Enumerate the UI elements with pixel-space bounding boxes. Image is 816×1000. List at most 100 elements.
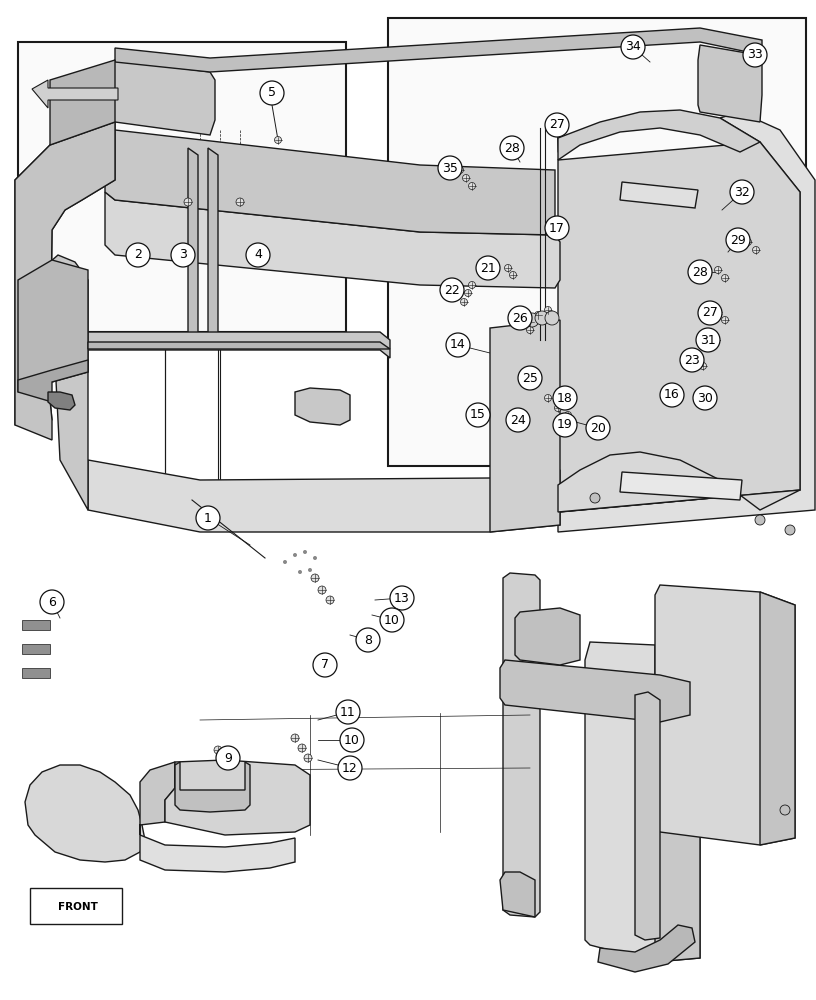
Polygon shape [698,45,762,122]
Circle shape [291,734,299,742]
Circle shape [696,328,720,352]
Circle shape [460,298,468,306]
Polygon shape [500,872,535,917]
Text: 5: 5 [268,87,276,100]
Polygon shape [655,585,795,845]
Circle shape [40,590,64,614]
Circle shape [752,246,760,253]
Circle shape [664,388,672,395]
Circle shape [545,113,569,137]
Circle shape [446,333,470,357]
Polygon shape [558,110,760,160]
Circle shape [544,394,552,401]
Circle shape [743,43,767,67]
Circle shape [293,553,297,557]
Circle shape [590,493,600,503]
Text: 27: 27 [549,118,565,131]
Text: 19: 19 [557,418,573,432]
Circle shape [338,756,362,780]
Circle shape [380,608,404,632]
Circle shape [688,260,712,284]
Circle shape [214,746,222,754]
Circle shape [730,180,754,204]
Polygon shape [208,148,218,340]
Circle shape [715,308,721,316]
Polygon shape [620,182,698,208]
Text: 1: 1 [204,512,212,524]
Circle shape [236,198,244,206]
Text: 3: 3 [179,248,187,261]
Polygon shape [115,28,762,72]
Text: 31: 31 [700,334,716,347]
Text: 14: 14 [450,338,466,352]
Circle shape [534,312,542,318]
Circle shape [526,318,534,326]
Circle shape [303,550,307,554]
Circle shape [274,136,282,143]
Circle shape [535,311,549,325]
Circle shape [298,570,302,574]
Circle shape [715,266,721,273]
Text: 28: 28 [692,265,708,278]
Circle shape [216,746,240,770]
Circle shape [246,243,270,267]
Text: 29: 29 [730,233,746,246]
Circle shape [356,628,380,652]
Circle shape [691,355,698,361]
Text: 7: 7 [321,658,329,672]
Polygon shape [15,122,115,425]
Circle shape [698,301,722,325]
Circle shape [438,156,462,180]
Circle shape [680,348,704,372]
Text: FRONT: FRONT [58,902,98,912]
Circle shape [476,256,500,280]
Polygon shape [18,360,88,402]
Polygon shape [558,112,815,532]
Circle shape [468,182,476,190]
Text: 34: 34 [625,40,641,53]
Text: 20: 20 [590,422,606,434]
Text: 9: 9 [224,752,232,764]
Polygon shape [140,835,295,872]
Polygon shape [558,142,800,512]
Text: 13: 13 [394,591,410,604]
Circle shape [518,366,542,390]
Text: 12: 12 [342,762,358,774]
Text: 26: 26 [512,312,528,324]
Polygon shape [188,148,198,340]
Circle shape [468,282,476,288]
Circle shape [553,386,577,410]
Polygon shape [558,452,800,512]
Circle shape [545,311,559,325]
Circle shape [660,383,684,407]
Circle shape [545,216,569,240]
Circle shape [672,396,680,403]
Circle shape [699,362,707,369]
Bar [388,18,806,466]
Circle shape [466,403,490,427]
Circle shape [586,416,610,440]
Text: 17: 17 [549,222,565,234]
Circle shape [721,316,729,324]
Circle shape [693,386,717,410]
Circle shape [326,596,334,604]
Polygon shape [32,80,118,108]
Text: 32: 32 [734,186,750,198]
Circle shape [463,174,469,182]
Circle shape [500,136,524,160]
Polygon shape [25,765,145,862]
Circle shape [336,700,360,724]
Polygon shape [50,60,115,145]
Circle shape [196,506,220,530]
Circle shape [553,413,577,437]
Polygon shape [655,645,700,962]
Circle shape [721,274,729,282]
Text: 6: 6 [48,595,56,608]
Circle shape [313,653,337,677]
Bar [30,888,122,924]
Text: 16: 16 [664,388,680,401]
Text: 24: 24 [510,414,526,426]
Circle shape [440,278,464,302]
Text: 22: 22 [444,284,460,296]
Polygon shape [88,342,390,349]
